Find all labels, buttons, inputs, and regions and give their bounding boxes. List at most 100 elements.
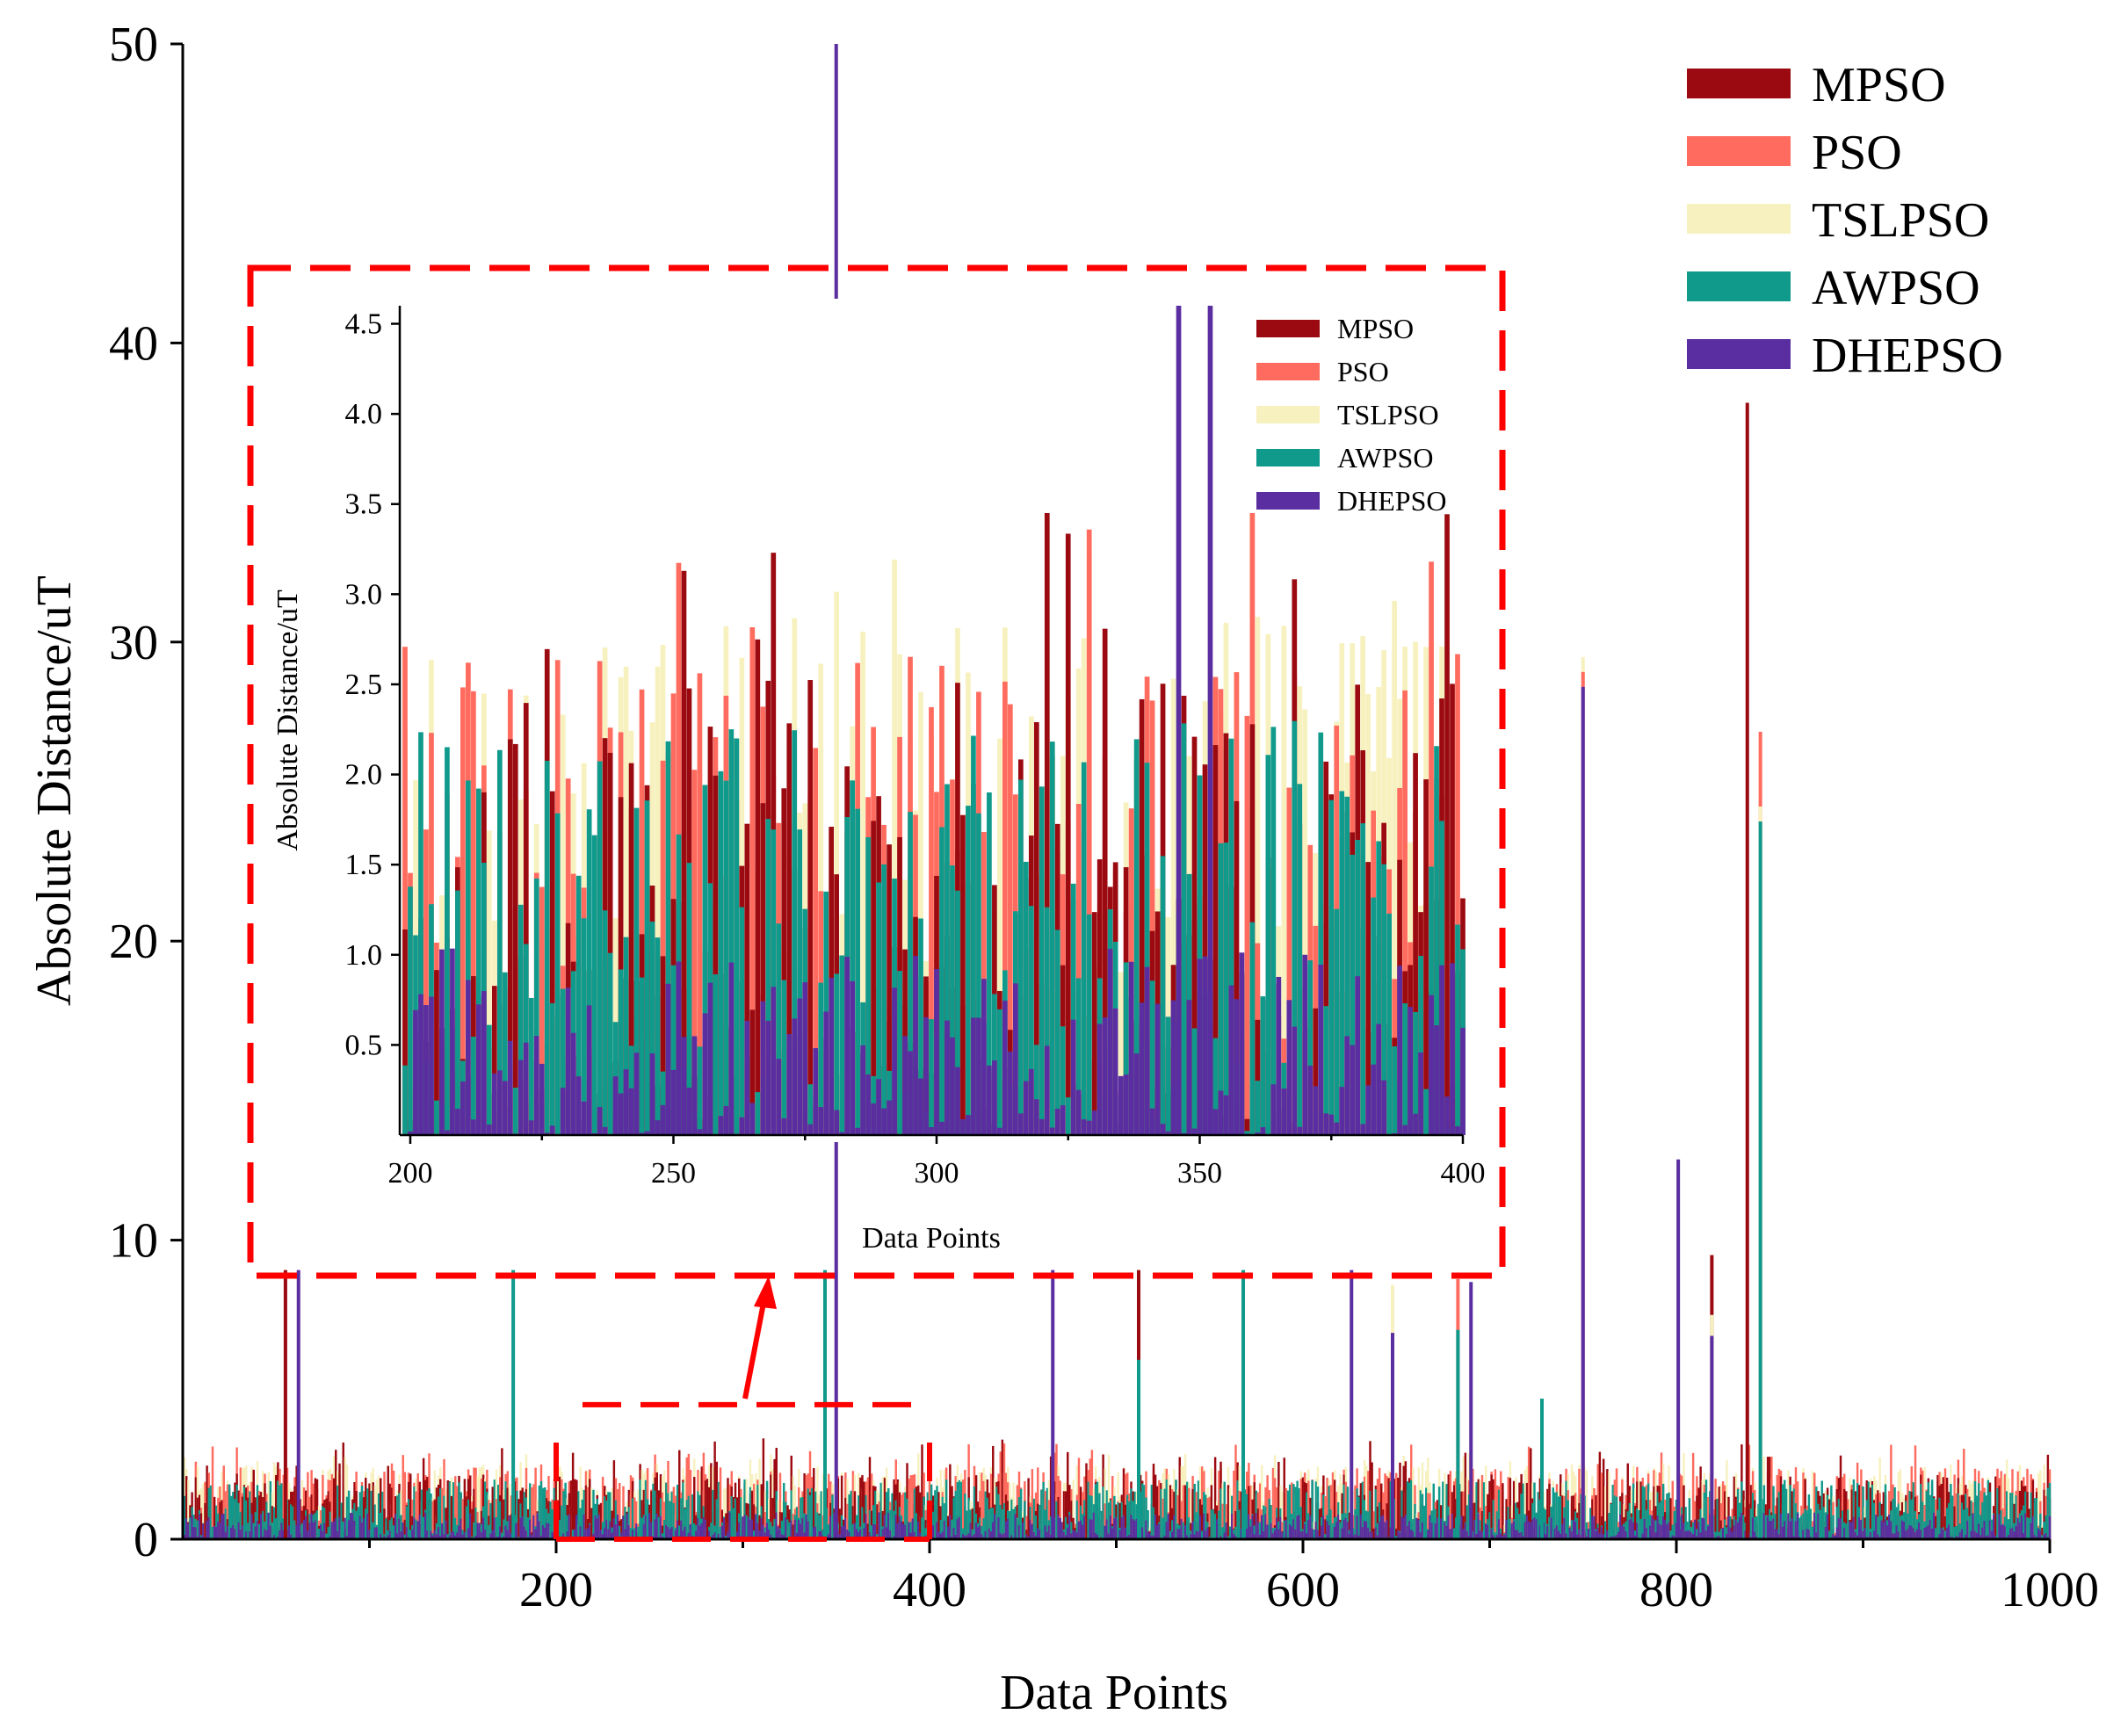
main-bar-awpso	[1352, 1528, 1355, 1539]
main-bar-dhepso	[992, 1522, 995, 1539]
main-bar-dhepso	[592, 1533, 595, 1539]
main-bar-mpso	[1697, 1487, 1700, 1539]
main-bar-awpso	[342, 1521, 344, 1539]
main-bar-mpso	[1776, 1497, 1778, 1539]
main-bar-awpso	[430, 1494, 432, 1539]
main-bar-pso	[1225, 1504, 1228, 1539]
main-bar-mpso	[1854, 1491, 1857, 1539]
main-bar-awpso	[646, 1499, 649, 1539]
main-bar-awpso	[1867, 1481, 1871, 1539]
main-bar-mpso	[1348, 1512, 1351, 1539]
main-bar-mpso	[1518, 1482, 1521, 1539]
main-bar-awpso	[215, 1505, 218, 1539]
main-bar-dhepso	[868, 1531, 872, 1539]
main-bar-awpso	[1152, 1507, 1155, 1539]
main-bar-dhepso	[1176, 1529, 1179, 1539]
main-bar-awpso	[1520, 1494, 1523, 1539]
main-bar-dhepso	[332, 1521, 336, 1539]
main-bar-pso	[1671, 1480, 1674, 1539]
main-bar-dhepso	[338, 1516, 341, 1539]
main-bar-awpso	[1445, 1484, 1448, 1539]
main-bar-dhepso	[723, 1517, 726, 1539]
main-bar-dhepso	[1271, 1533, 1275, 1539]
main-bar-awpso	[245, 1500, 248, 1539]
main-bar-dhepso	[460, 1518, 462, 1539]
main-bar-awpso	[1055, 1501, 1058, 1539]
main-bar-awpso	[1328, 1486, 1330, 1539]
main-bar-awpso	[850, 1490, 852, 1539]
main-bar-dhepso	[1154, 1515, 1157, 1539]
main-bar-awpso	[1090, 1495, 1094, 1539]
main-bar-awpso	[1236, 1480, 1239, 1539]
main-bar-dhepso	[1322, 1515, 1325, 1539]
main-bar-awpso	[885, 1492, 888, 1539]
main-bar-dhepso	[388, 1530, 392, 1539]
main-bar-dhepso	[1522, 1536, 1524, 1539]
main-bar-awpso	[1555, 1492, 1559, 1539]
main-bar-dhepso	[1726, 1533, 1728, 1539]
main-bar-dhepso	[1649, 1525, 1652, 1539]
main-bar-awpso	[503, 1519, 505, 1539]
main-bar-dhepso	[1419, 1532, 1422, 1539]
main-bar-dhepso	[1444, 1522, 1446, 1539]
main-bar-dhepso	[1546, 1525, 1549, 1539]
main-bar-mpso	[471, 1508, 474, 1539]
main-bar-pso	[851, 1471, 855, 1539]
main-bar-dhepso	[1479, 1530, 1482, 1539]
main-bar-dhepso	[820, 1530, 822, 1539]
main-bar-tslpso	[881, 1476, 885, 1539]
main-bar-dhepso	[1298, 1515, 1300, 1539]
main-bar-tslpso	[1726, 1460, 1728, 1539]
main-bar-dhepso	[1171, 1531, 1174, 1539]
main-bar-dhepso	[1495, 1535, 1499, 1539]
main-bar-mpso	[307, 1509, 309, 1539]
main-bar-awpso	[1369, 1490, 1371, 1539]
main-bar-dhepso	[818, 1530, 821, 1539]
main-bar-pso	[1914, 1445, 1917, 1539]
main-bar-awpso	[1955, 1525, 1958, 1539]
main-bar-awpso	[579, 1508, 582, 1539]
main-bar-awpso	[1696, 1529, 1698, 1539]
main-bar-dhepso	[1292, 1519, 1295, 1539]
main-bar-dhepso	[1518, 1532, 1521, 1539]
main-bar-awpso	[292, 1506, 294, 1539]
main-bar-mpso	[813, 1468, 815, 1539]
main-bar-mpso	[1049, 1456, 1053, 1539]
main-bar-awpso	[1802, 1513, 1805, 1539]
main-bar-awpso	[1228, 1526, 1232, 1539]
main-bar-awpso	[1147, 1510, 1149, 1539]
main-bar-dhepso	[1731, 1531, 1733, 1539]
main-bar-awpso	[1306, 1492, 1308, 1539]
main-bar-dhepso	[1869, 1532, 1872, 1539]
main-bar-pso	[383, 1472, 386, 1539]
main-bar-pso	[1813, 1472, 1816, 1539]
main-bar-pso	[392, 1470, 395, 1539]
main-bar-awpso	[818, 1515, 821, 1539]
main-bar-awpso	[1800, 1515, 1803, 1539]
main-bar-dhepso	[631, 1530, 634, 1539]
main-bar-awpso	[465, 1506, 468, 1539]
main-bar-pso	[1958, 1494, 1962, 1539]
main-bar-dhepso	[1744, 1530, 1747, 1539]
main-bar-dhepso	[805, 1514, 807, 1539]
main-bar-awpso	[676, 1484, 679, 1539]
main-bar-dhepso	[1565, 1533, 1567, 1539]
main-bar-awpso	[1807, 1494, 1811, 1539]
main-bar-pso	[1233, 1470, 1235, 1539]
main-bar-dhepso	[1205, 1530, 1207, 1539]
main-bar-awpso	[458, 1482, 460, 1539]
main-bar-dhepso	[1497, 1519, 1501, 1539]
main-bar-awpso	[360, 1486, 364, 1539]
main-bar-dhepso	[881, 1529, 885, 1539]
main-bar-dhepso	[848, 1531, 850, 1539]
main-bar-pso	[1721, 1481, 1725, 1539]
main-bar-awpso	[1458, 1483, 1461, 1539]
main-bar-mpso	[559, 1476, 561, 1539]
main-bar-dhepso	[1430, 1523, 1433, 1539]
main-bar-dhepso	[1316, 1530, 1320, 1539]
main-bar-awpso	[1908, 1491, 1911, 1539]
main-bar-mpso	[446, 1479, 449, 1539]
main-bar-awpso	[934, 1490, 937, 1539]
main-bar-awpso	[607, 1492, 610, 1539]
main-bar-mpso	[951, 1486, 953, 1539]
